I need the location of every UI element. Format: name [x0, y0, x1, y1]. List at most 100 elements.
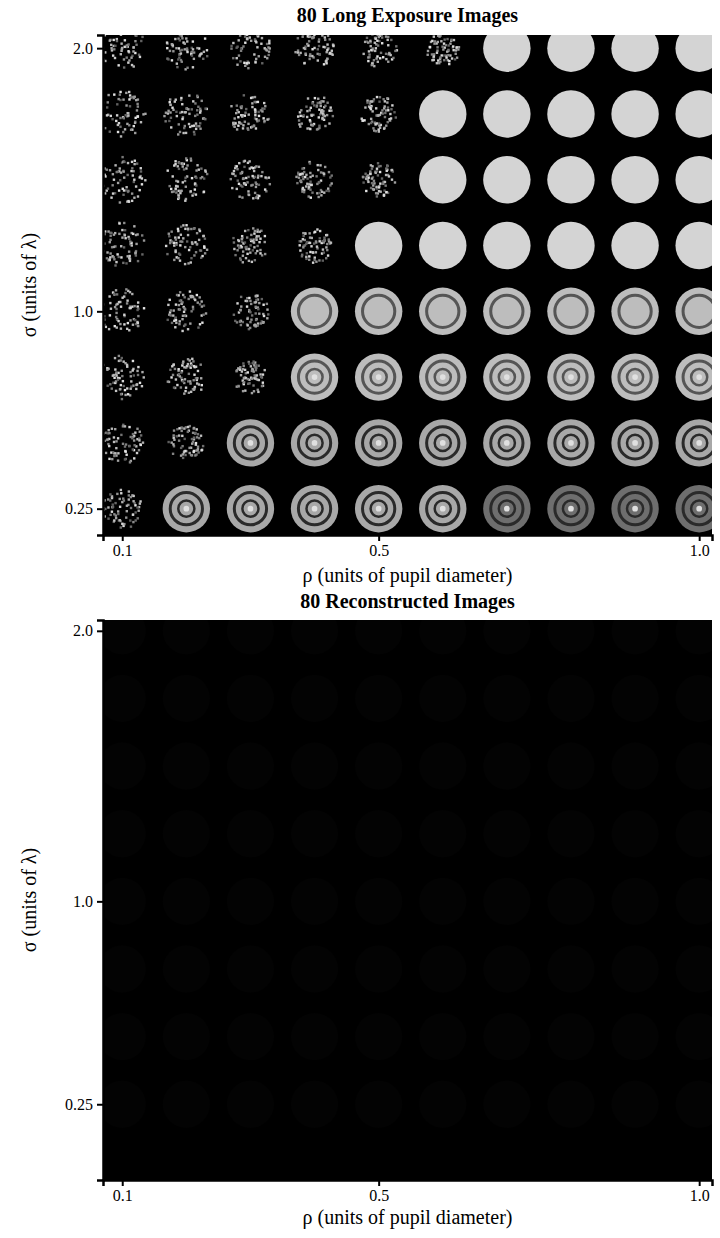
speckle	[185, 426, 187, 428]
speckle	[131, 244, 133, 246]
speckle	[242, 45, 244, 47]
speckle	[246, 236, 248, 238]
speckle	[110, 115, 112, 117]
speckle	[261, 110, 263, 112]
speckle	[384, 181, 386, 183]
image-cell	[611, 222, 658, 269]
speckle	[244, 121, 246, 123]
speckle	[184, 246, 186, 248]
speckle	[126, 174, 128, 176]
speckle	[236, 64, 238, 66]
speckle	[119, 323, 121, 325]
speckle	[173, 439, 175, 441]
speckle	[257, 365, 259, 367]
speckle	[199, 53, 201, 55]
speckle	[204, 37, 206, 39]
speckle	[141, 234, 143, 236]
speckle	[255, 364, 257, 366]
speckle	[125, 104, 127, 106]
speckle	[107, 230, 109, 232]
speckle	[114, 57, 116, 59]
speckle	[237, 239, 239, 241]
image-cell	[675, 288, 712, 335]
speckle	[183, 366, 185, 368]
speckle	[170, 188, 172, 190]
speckle	[328, 238, 330, 240]
speckle	[379, 96, 381, 98]
speckle	[314, 231, 316, 233]
speckle	[193, 133, 195, 135]
speckle	[299, 115, 301, 117]
speckle	[254, 111, 256, 113]
speckle	[377, 128, 379, 130]
speckle	[122, 194, 124, 196]
speckle	[195, 128, 197, 130]
speckle	[187, 234, 189, 236]
speckle	[258, 55, 260, 57]
speckle	[123, 314, 125, 316]
speckle	[133, 197, 135, 199]
image-ring	[363, 427, 395, 459]
speckle	[294, 51, 296, 53]
speckle	[122, 360, 124, 362]
speckle	[320, 105, 322, 107]
image-cell	[103, 424, 144, 464]
image-disc	[611, 90, 658, 137]
speckle	[364, 106, 366, 108]
speckle	[255, 325, 257, 327]
speckle	[264, 253, 266, 255]
image-disc	[355, 419, 402, 466]
speckle	[137, 322, 139, 324]
speckle	[239, 320, 241, 322]
speckle	[264, 188, 266, 190]
speckle	[375, 107, 377, 109]
speckle	[238, 54, 240, 56]
image-disc	[483, 288, 530, 335]
speckle	[193, 227, 195, 229]
speckle	[132, 46, 134, 48]
speckle	[310, 184, 312, 186]
speckle	[199, 128, 201, 130]
speckle	[204, 169, 206, 171]
speckle	[183, 307, 185, 309]
image-core	[568, 440, 574, 446]
image-cell	[163, 485, 210, 532]
speckle	[120, 327, 122, 329]
speckle	[135, 35, 137, 37]
speckle	[247, 190, 249, 192]
speckle	[179, 190, 181, 192]
speckle	[187, 228, 189, 230]
speckle	[120, 135, 122, 137]
speckle	[197, 370, 199, 372]
speckle	[374, 123, 376, 125]
speckle	[113, 441, 115, 443]
speckle	[130, 57, 132, 59]
speckle	[267, 313, 269, 315]
speckle	[379, 114, 381, 116]
speckle	[237, 385, 239, 387]
speckle	[119, 359, 121, 361]
speckle	[138, 54, 140, 56]
speckle	[117, 182, 119, 184]
speckle	[123, 117, 125, 119]
speckle	[381, 177, 383, 179]
speckle	[387, 98, 389, 100]
speckle	[306, 183, 308, 185]
image-cell	[611, 485, 658, 532]
speckle	[122, 131, 124, 133]
speckle	[182, 457, 184, 459]
speckle	[132, 170, 134, 172]
image-core	[376, 440, 382, 446]
speckle	[249, 167, 251, 169]
speckle	[257, 308, 259, 310]
speckle	[233, 117, 235, 119]
speckle	[126, 299, 128, 301]
speckle	[165, 245, 167, 247]
speckle	[178, 304, 180, 306]
speckle	[126, 112, 128, 114]
speckle	[111, 184, 113, 186]
speckle	[240, 324, 242, 326]
speckle	[320, 171, 322, 173]
image-ring	[619, 361, 651, 393]
speckle	[244, 115, 246, 117]
